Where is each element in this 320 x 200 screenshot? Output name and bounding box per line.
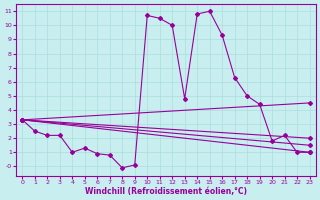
X-axis label: Windchill (Refroidissement éolien,°C): Windchill (Refroidissement éolien,°C) [85, 187, 247, 196]
